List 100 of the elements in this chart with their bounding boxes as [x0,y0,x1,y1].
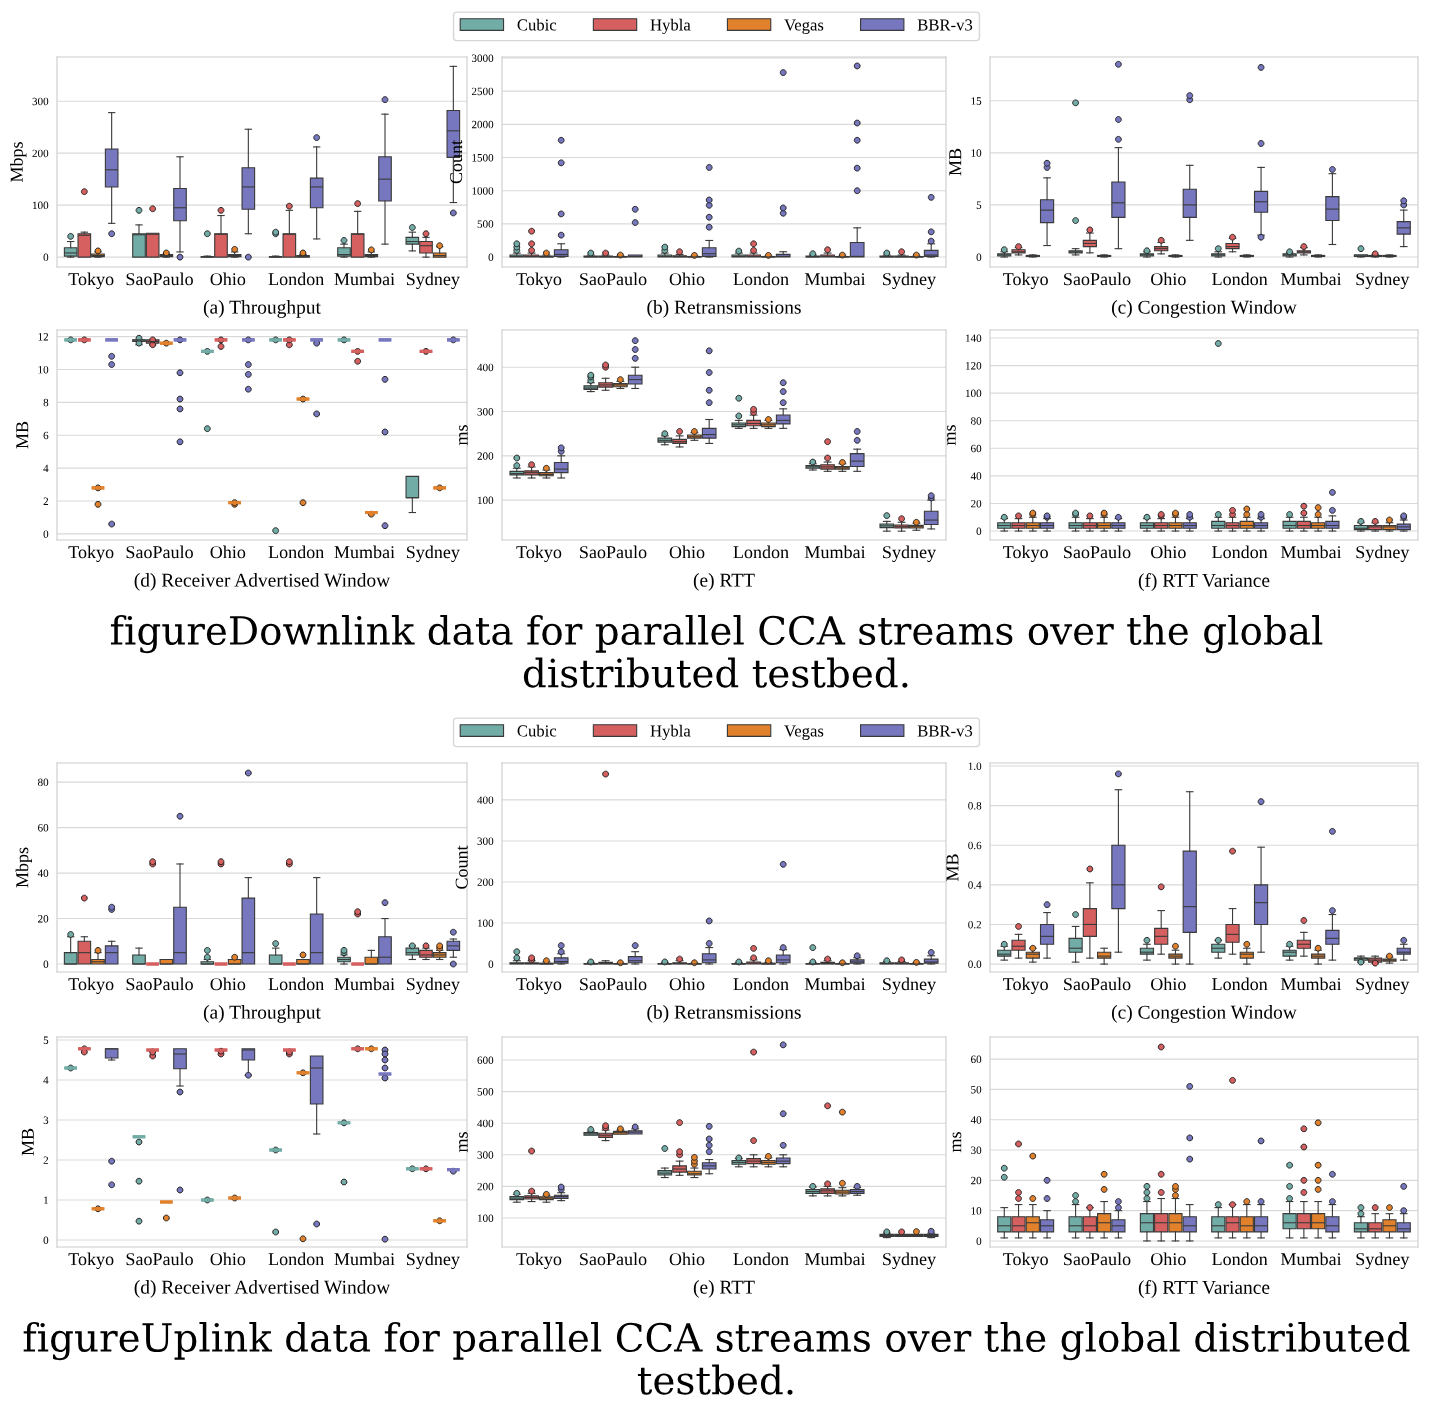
x-tick-label: Ohio [669,545,705,559]
y-tick-label: 0 [976,253,982,261]
y-tick-label: 300 [477,1151,494,1159]
x-tick-label: Tokyo [1003,545,1048,562]
y-axis-title: MB [21,1128,34,1156]
y-tick-label: 40 [970,1116,982,1124]
x-tick-label: Mumbai [804,977,866,991]
x-tick-label: Mumbai [334,545,395,559]
y-tick-label: 2000 [471,120,494,129]
x-tick-label: SaoPaulo [580,1252,647,1266]
y-tick-label: 0.6 [968,841,982,850]
x-tick-label: Ohio [1151,977,1186,991]
x-tick-label: Sydney [406,1252,460,1269]
text: figureDownlink data for parallel CCA streams over the global distributed testbed. [110,615,1323,688]
y-tick-label: 0 [488,960,494,968]
y-axis-title: MB [949,148,962,176]
x-tick-label: Tokyo [516,545,562,562]
y-tick-label: 1500 [472,153,494,162]
x-tick-label: London [733,977,789,991]
x-tick-label: London [1212,977,1268,991]
y-tick-label: 3 [43,1116,49,1124]
x-tick-label: Mumbai [804,1252,866,1266]
y-tick-label: 0.4 [968,881,982,889]
x-axis-title: (b) Retransmissions [647,1005,801,1023]
y-axis-title: Count [450,140,463,184]
y-tick-label: 15 [971,97,982,105]
x-tick-label: Mumbai [334,272,395,286]
x-tick-label: SaoPaulo [126,977,193,991]
y-tick-label: 2 [43,1156,49,1164]
y-tick-label: 100 [965,389,982,398]
x-tick-label: Ohio [210,545,246,559]
x-tick-label: London [733,272,789,286]
y-tick-label: 100 [32,201,49,210]
y-tick-label: 5 [43,1036,49,1044]
x-tick-label: Mumbai [334,977,395,991]
x-tick-label: London [1212,1252,1268,1266]
y-tick-label: 80 [970,417,982,425]
x-tick-label: Ohio [210,272,246,286]
x-axis-title: (a) Throughput [203,300,321,318]
y-tick-label: 2500 [471,87,494,96]
y-tick-label: 200 [477,1182,494,1191]
x-tick-label: SaoPaulo [1064,545,1131,559]
x-tick-label: Ohio [1151,272,1186,286]
x-axis-title: (b) Retransmissions [647,300,801,318]
y-tick-label: 20 [971,1176,982,1185]
y-tick-label: 500 [477,1088,494,1096]
y-tick-label: 1 [44,1196,48,1204]
x-tick-label: Ohio [210,1252,246,1266]
x-tick-label: London [733,545,789,559]
y-tick-label: 20 [38,915,49,923]
y-tick-label: 0 [43,253,49,262]
x-tick-label: Sydney [1356,977,1410,994]
x-axis-title: (f) RTT Variance [1138,573,1270,591]
x-tick-label: London [268,272,324,286]
y-tick-label: 300 [32,97,49,106]
y-axis-title: MB [16,421,29,449]
x-tick-label: Tokyo [516,977,562,994]
x-axis-title: (e) RTT [693,573,755,591]
x-tick-label: Sydney [406,545,460,562]
x-tick-label: Ohio [669,977,705,991]
y-tick-label: 40 [37,869,49,878]
text: figureUplink data for parallel CCA streams over the global distributed testbed. [23,1322,1410,1395]
x-tick-label: SaoPaulo [580,545,647,559]
x-tick-label: Sydney [1356,272,1410,289]
y-tick-label: 0 [976,527,982,535]
y-tick-label: 600 [477,1056,494,1064]
y-tick-label: 0 [43,1236,49,1244]
y-tick-label: 10 [971,1207,982,1215]
legend-label: Cubic [517,724,557,737]
y-tick-label: 1000 [472,187,494,195]
legend-label: BBR-v3 [917,725,973,737]
y-tick-label: 0 [43,530,49,538]
x-tick-label: London [1212,545,1268,559]
x-tick-label: SaoPaulo [126,272,193,286]
x-tick-label: SaoPaulo [126,545,193,559]
y-tick-label: 2 [43,497,49,505]
y-tick-label: 400 [477,796,494,804]
x-tick-label: Ohio [210,977,246,991]
x-tick-label: Sydney [883,272,937,289]
y-tick-label: 6 [43,431,49,440]
y-tick-label: 140 [965,334,982,342]
y-tick-label: 50 [971,1085,982,1094]
y-tick-label: 100 [477,496,494,505]
y-tick-label: 1.0 [968,762,982,770]
x-tick-label: Tokyo [516,272,562,289]
y-axis-title: Mbps [15,847,32,888]
x-tick-label: Ohio [669,1252,705,1266]
x-tick-label: Sydney [1356,545,1410,562]
x-tick-label: London [268,545,324,559]
y-axis-title: Mbps [10,142,27,183]
y-tick-label: 8 [43,398,49,407]
y-tick-label: 100 [477,1214,494,1222]
x-tick-label: SaoPaulo [126,1252,193,1266]
y-tick-label: 200 [477,878,494,886]
x-tick-label: Tokyo [68,977,114,994]
x-tick-label: Sydney [406,977,460,994]
x-axis-title: (d) Receiver Advertised Window [134,573,391,591]
y-tick-label: 0 [488,253,494,262]
y-tick-label: 200 [32,149,49,158]
x-tick-label: Ohio [1151,1252,1186,1266]
